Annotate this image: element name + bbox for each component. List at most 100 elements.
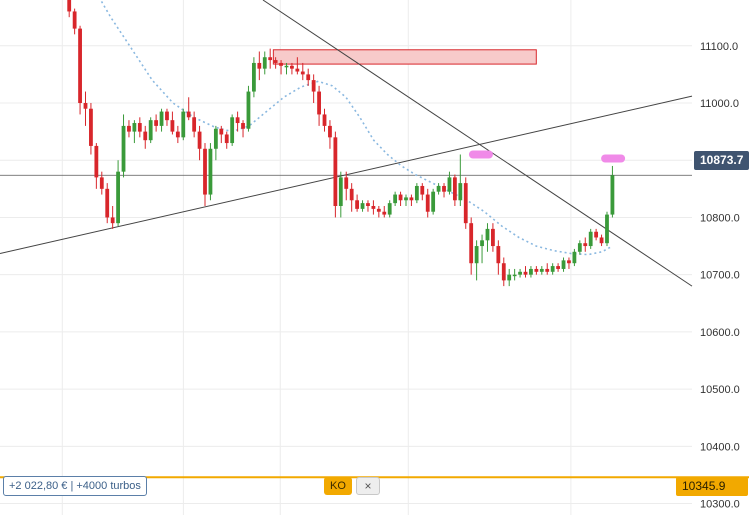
candle-down <box>366 203 370 206</box>
candle-down <box>545 268 550 272</box>
candle-down <box>127 125 131 132</box>
candle-up <box>518 271 522 275</box>
candle-up <box>213 128 218 149</box>
candle-down <box>273 60 278 63</box>
candle-down <box>72 11 77 29</box>
candle-down <box>105 188 110 218</box>
candle-down <box>290 65 294 69</box>
candle-down <box>137 123 142 132</box>
candle-down <box>501 263 506 281</box>
candle-up <box>572 251 577 264</box>
candle-down <box>491 228 495 247</box>
candle-down <box>534 268 539 272</box>
candle-down <box>322 114 327 126</box>
y-tick-label: 11000.0 <box>700 98 739 110</box>
candle-down <box>398 194 403 201</box>
candle-up <box>550 266 555 272</box>
candle-down <box>203 148 207 195</box>
candle-down <box>333 137 338 206</box>
candle-down <box>469 223 474 264</box>
candle-up <box>181 111 186 138</box>
candle-down <box>463 183 468 224</box>
candle-down <box>442 185 446 192</box>
candle-up <box>458 183 463 201</box>
close-position-button[interactable]: × <box>356 477 380 495</box>
candle-down <box>344 177 349 189</box>
candle-down <box>382 211 387 215</box>
candle-up <box>414 185 419 201</box>
candle-down <box>170 120 175 132</box>
y-tick-label: 10600.0 <box>700 327 740 339</box>
candle-down <box>594 231 599 238</box>
candle-up <box>480 240 484 247</box>
candle-down <box>175 131 180 138</box>
candle-up <box>230 117 235 144</box>
candle-down <box>496 246 501 264</box>
candle-up <box>512 274 517 277</box>
candle-down <box>300 71 305 75</box>
y-tick-label: 10500.0 <box>700 384 740 396</box>
candle-up <box>251 62 256 92</box>
candle-down <box>349 188 354 201</box>
candle-up <box>561 260 566 269</box>
current-price-tag: 10873.7 <box>694 151 749 170</box>
candle-down <box>425 194 430 212</box>
candle-up <box>485 228 490 241</box>
candle-up <box>474 246 479 264</box>
candle-down <box>197 131 202 149</box>
ko-button[interactable]: KO <box>324 477 352 495</box>
signal-marker <box>468 150 493 159</box>
candle-down <box>89 108 93 146</box>
candle-down <box>306 74 311 81</box>
candle-down <box>583 243 588 247</box>
candle-up <box>529 268 533 275</box>
candle-down <box>257 62 262 69</box>
candle-down <box>67 0 72 12</box>
candle-up <box>436 185 441 192</box>
candle-down <box>556 266 560 269</box>
candle-down <box>154 120 159 126</box>
candle-up <box>605 214 609 244</box>
candle-up <box>121 125 126 172</box>
candle-down <box>311 80 316 92</box>
resistance-zone <box>272 49 537 65</box>
candle-up <box>360 203 365 209</box>
position-label[interactable]: +2 022,80 € | +4000 turbos <box>3 476 147 496</box>
candle-down <box>317 91 321 115</box>
trendline <box>262 0 693 287</box>
candle-down <box>371 206 376 209</box>
candle-down <box>235 117 240 124</box>
candle-up <box>262 57 267 69</box>
candle-up <box>507 274 512 281</box>
candle-down <box>224 134 229 144</box>
candle-down <box>110 217 115 224</box>
candle-down <box>376 208 381 212</box>
candle-up <box>159 111 164 126</box>
candle-up <box>610 175 615 215</box>
candle-down <box>279 62 283 66</box>
candle-down <box>328 125 332 138</box>
candle-up <box>132 123 137 132</box>
y-tick-label: 10800.0 <box>700 212 740 224</box>
candle-down <box>165 111 169 121</box>
candle-up <box>148 120 153 141</box>
candle-down <box>83 103 88 109</box>
candle-down <box>186 111 191 118</box>
candle-down <box>295 68 300 72</box>
candle-down <box>192 117 197 132</box>
candle-up <box>393 194 398 204</box>
candle-down <box>452 177 457 201</box>
candle-down <box>523 271 528 275</box>
candle-up <box>431 191 436 212</box>
candle-up <box>387 203 392 215</box>
moving-average-line <box>99 0 613 256</box>
y-tick-label: 10300.0 <box>700 499 740 511</box>
candle-up <box>338 177 343 206</box>
y-tick-label: 10400.0 <box>700 441 740 453</box>
candle-down <box>567 260 571 264</box>
candle-up <box>284 65 289 68</box>
candle-down <box>355 200 360 209</box>
candle-down <box>99 177 104 189</box>
